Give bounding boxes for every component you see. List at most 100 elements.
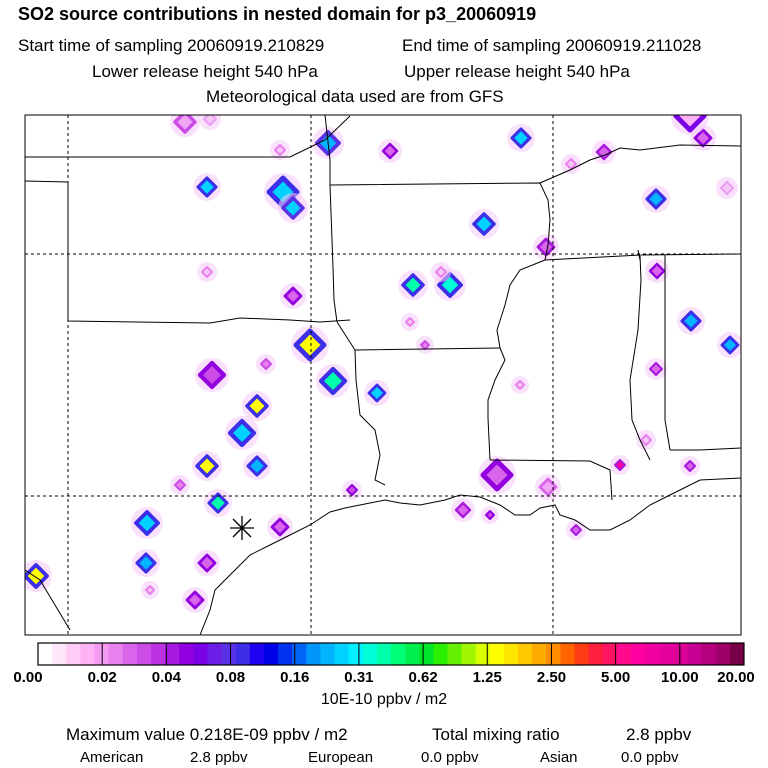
plume-patch <box>680 310 702 332</box>
plume-patch <box>510 127 532 149</box>
plume-patch <box>173 115 197 134</box>
legend-color-cell <box>391 643 406 665</box>
plume-patch <box>281 196 305 220</box>
legend-color-cell <box>334 643 350 665</box>
european-label: European <box>308 749 374 766</box>
legend-color-cell <box>179 643 194 665</box>
plume-patch <box>207 492 229 514</box>
plume-patch <box>197 553 217 573</box>
legend-tick-label: 10.00 <box>661 669 699 686</box>
plume-patch <box>645 188 667 210</box>
legend-color-cell <box>320 643 336 665</box>
plume-patch <box>480 458 514 492</box>
plume-patch <box>454 501 472 519</box>
legend-color-cell <box>687 643 703 665</box>
legend-color-cell <box>292 643 307 665</box>
plume-patch <box>202 115 218 127</box>
plume-patch <box>673 115 707 133</box>
upper-release-height: Upper release height 540 hPa <box>404 62 630 81</box>
plume-patch <box>472 212 496 236</box>
map-frame <box>24 114 742 636</box>
total-mixing-ratio-label: Total mixing ratio <box>432 725 560 744</box>
political-boundaries <box>25 115 741 635</box>
legend-color-cell <box>66 643 81 665</box>
legend-color-cell <box>263 643 279 665</box>
legend-color-cell <box>631 643 646 665</box>
plume-patch <box>246 455 268 477</box>
plume-patch <box>515 380 525 390</box>
plume-patch <box>614 459 626 471</box>
plume-patch <box>640 434 652 446</box>
plume-patch <box>367 383 387 403</box>
legend-tick-label: 0.31 <box>344 669 374 686</box>
european-value: 0.0 ppbv <box>421 749 479 766</box>
legend-color-cell <box>52 643 67 665</box>
legend-color-cell <box>489 643 505 665</box>
plume-patch <box>270 517 290 537</box>
end-time: End time of sampling 20060919.211028 <box>402 36 702 55</box>
asian-value: 0.0 ppbv <box>621 749 679 766</box>
plume-patch <box>260 358 272 370</box>
legend-color-cell <box>136 643 152 665</box>
legend-color-cell <box>278 643 293 665</box>
legend-color-cell <box>193 643 208 665</box>
legend-tick-label: 0.08 <box>215 669 246 686</box>
plume-patch <box>134 510 160 536</box>
legend-tick-label: 2.50 <box>536 669 567 686</box>
legend-color-cell <box>306 643 321 665</box>
legend-color-cell <box>503 643 519 665</box>
legend-color-cell <box>701 643 717 665</box>
legend-color-cell <box>221 643 237 665</box>
plume-patch <box>135 552 157 574</box>
american-label: American <box>80 749 144 766</box>
legend-color-cell <box>659 643 674 665</box>
legend-color-cell <box>574 643 590 665</box>
asian-label: Asian <box>540 749 578 766</box>
legend-units: 10E-10 ppbv / m2 <box>320 691 448 708</box>
legend-color-cell <box>546 643 561 665</box>
plume-patch <box>401 273 425 297</box>
legend-color-cell <box>38 643 53 665</box>
plume-patch <box>693 128 713 148</box>
legend-color-cell <box>560 643 576 665</box>
plume-patch <box>197 360 227 390</box>
legend-color-cell <box>673 643 689 665</box>
legend-tick-label: 1.25 <box>472 669 502 686</box>
legend-color-cell <box>122 643 138 665</box>
legend-tick-label: 0.62 <box>408 669 438 686</box>
legend-color-cell <box>475 643 491 665</box>
map-title: SO2 source contributions in nested domai… <box>18 4 537 24</box>
plume-patch <box>719 180 735 196</box>
legend-color-cell <box>616 643 632 665</box>
legend-color-cell <box>433 643 448 665</box>
legend-tick-label: 0.04 <box>151 669 181 686</box>
plume-patch <box>648 361 664 377</box>
plume-patch <box>648 262 666 280</box>
met-data-source: Meteorological data used are from GFS <box>206 87 504 106</box>
legend-color-cell <box>447 643 463 665</box>
plume-patch <box>185 590 205 610</box>
legend-tick-label: 20.00 <box>717 669 755 686</box>
legend-color-cell <box>588 643 604 665</box>
plume-patch <box>435 266 447 278</box>
plume-patch <box>684 460 696 472</box>
start-time: Start time of sampling 20060919.210829 <box>18 36 325 55</box>
plume-patch <box>381 142 399 160</box>
legend-color-cell <box>518 643 533 665</box>
legend-tick-label: 0.16 <box>280 669 310 686</box>
plume-patch <box>485 510 495 520</box>
color-legend-frame <box>37 642 745 666</box>
legend-color-cell <box>376 643 392 665</box>
plume-patch <box>570 524 582 536</box>
map-background <box>25 115 741 635</box>
plume-patch <box>293 328 327 362</box>
state-borders <box>25 115 741 631</box>
plume-patch <box>283 286 303 306</box>
plume-patch <box>174 479 186 491</box>
legend-color-cell <box>461 643 477 665</box>
legend-color-cell <box>362 643 378 665</box>
legend-color-cell <box>207 643 223 665</box>
legend-color-cell <box>150 643 166 665</box>
plume-patch <box>274 144 286 156</box>
